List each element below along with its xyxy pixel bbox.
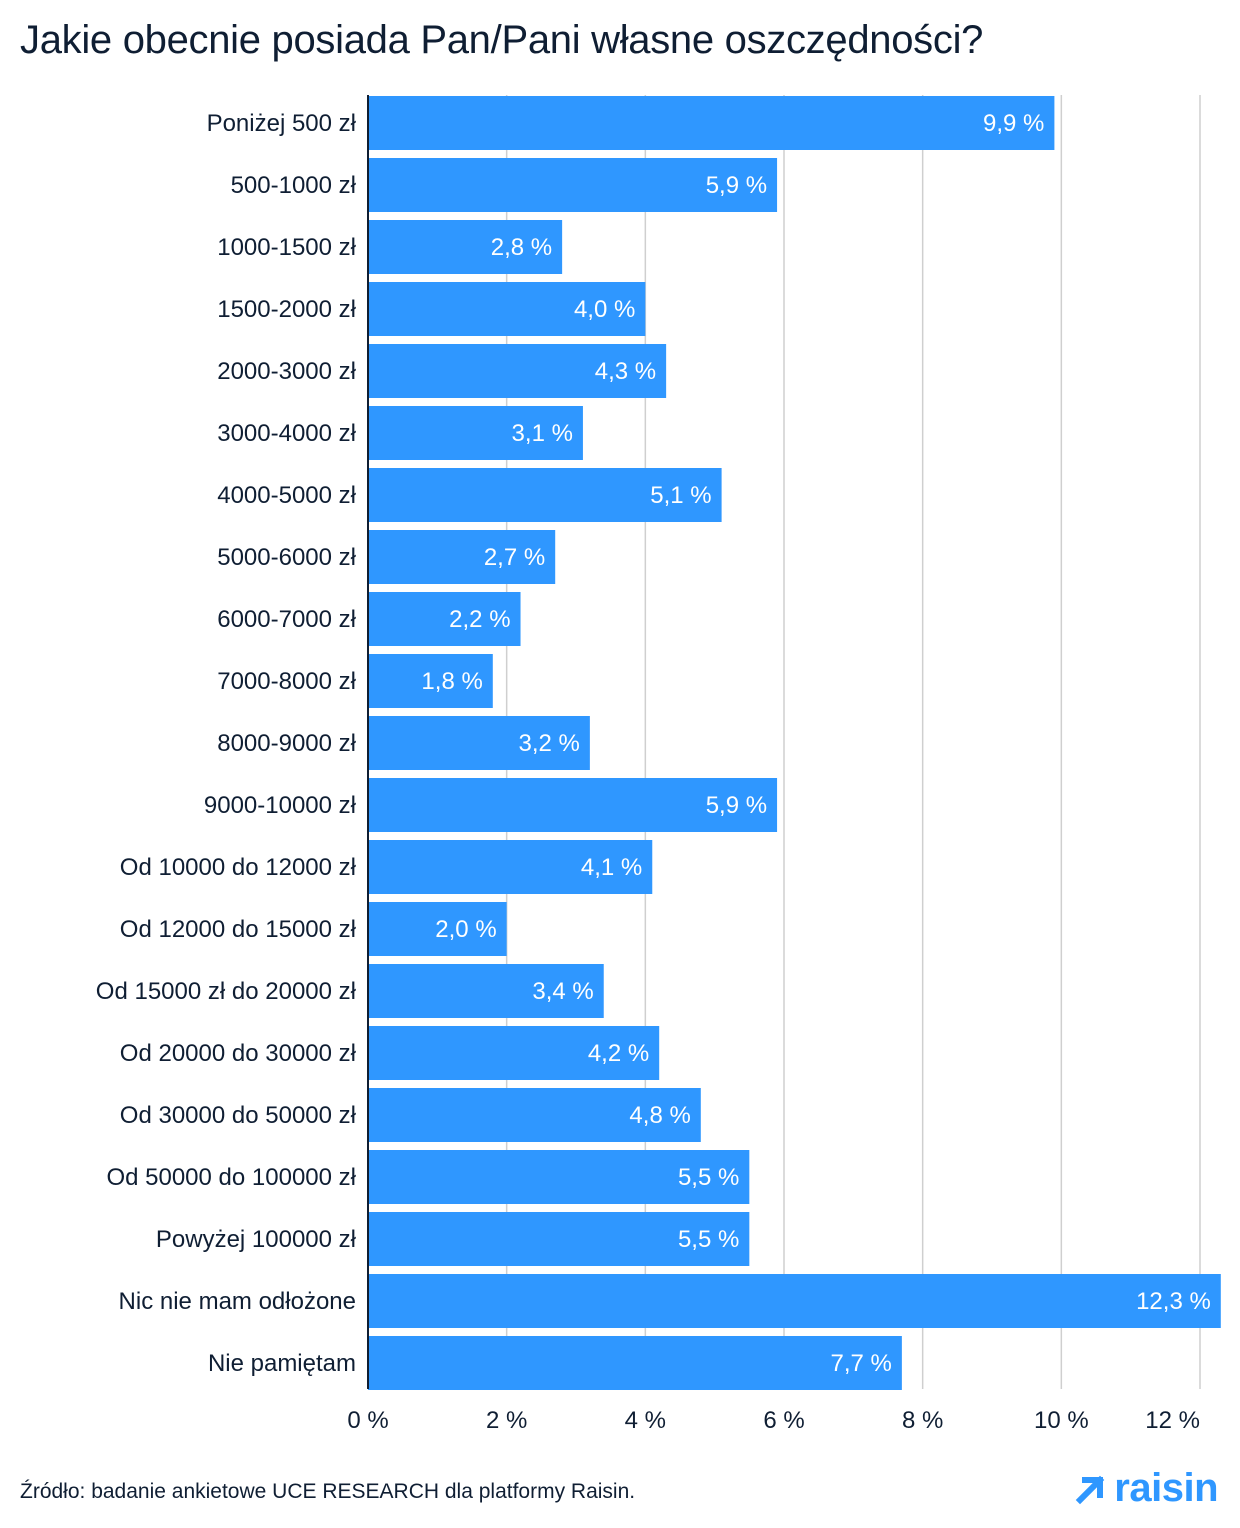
bar xyxy=(368,282,646,336)
bar-value-label: 5,1 % xyxy=(650,482,711,509)
category-label: 9000-10000 zł xyxy=(204,792,357,819)
bar xyxy=(368,468,722,522)
x-tick-label: 4 % xyxy=(625,1407,666,1434)
bar-value-label: 12,3 % xyxy=(1136,1288,1211,1315)
category-label: Nic nie mam odłożone xyxy=(119,1288,356,1315)
bar-value-label: 9,9 % xyxy=(983,110,1044,137)
bar-value-label: 2,0 % xyxy=(435,916,496,943)
bar-value-label: 2,8 % xyxy=(491,234,552,261)
category-label: Od 10000 do 12000 zł xyxy=(120,854,357,881)
arrow-up-right-icon xyxy=(1076,1475,1105,1504)
x-tick-label: 12 % xyxy=(1145,1407,1200,1434)
bar xyxy=(368,1274,1221,1328)
category-label: 6000-7000 zł xyxy=(217,606,356,633)
category-label: 4000-5000 zł xyxy=(217,482,356,509)
category-label: 1500-2000 zł xyxy=(217,296,356,323)
category-label: 8000-9000 zł xyxy=(217,730,356,757)
category-label: Od 50000 do 100000 zł xyxy=(106,1164,356,1191)
bar xyxy=(368,158,778,212)
bar xyxy=(368,902,507,956)
category-label: 1000-1500 zł xyxy=(217,234,356,261)
bar xyxy=(368,96,1055,150)
bar xyxy=(368,840,653,894)
bar xyxy=(368,530,556,584)
bar-value-label: 5,5 % xyxy=(678,1164,739,1191)
bar-value-label: 5,9 % xyxy=(706,172,767,199)
bar xyxy=(368,1026,660,1080)
bar-value-label: 4,1 % xyxy=(581,854,642,881)
category-label: Od 30000 do 50000 zł xyxy=(120,1102,357,1129)
x-tick-label: 8 % xyxy=(902,1407,943,1434)
bar xyxy=(368,964,604,1018)
bar-value-label: 2,2 % xyxy=(449,606,510,633)
category-label: Powyżej 100000 zł xyxy=(156,1226,357,1253)
bar-value-label: 4,3 % xyxy=(595,358,656,385)
category-label: Od 20000 do 30000 zł xyxy=(120,1040,357,1067)
bar xyxy=(368,592,521,646)
brand-logo: raisin xyxy=(1074,1466,1218,1511)
source-note: Źródło: badanie ankietowe UCE RESEARCH d… xyxy=(20,1480,636,1503)
bar-value-label: 4,8 % xyxy=(629,1102,690,1129)
x-tick-label: 6 % xyxy=(763,1407,804,1434)
category-label: Poniżej 500 zł xyxy=(207,110,357,137)
category-label: Od 15000 zł do 20000 zł xyxy=(96,978,357,1005)
bar-value-label: 2,7 % xyxy=(484,544,545,571)
bar-value-label: 3,1 % xyxy=(512,420,573,447)
bar-value-label: 4,2 % xyxy=(588,1040,649,1067)
bar xyxy=(368,1336,902,1390)
x-tick-label: 0 % xyxy=(347,1407,388,1434)
x-tick-label: 10 % xyxy=(1034,1407,1089,1434)
bar xyxy=(368,344,667,398)
category-label: 2000-3000 zł xyxy=(217,358,356,385)
bar-value-label: 3,2 % xyxy=(518,730,579,757)
bar xyxy=(368,716,590,770)
bar xyxy=(368,1150,750,1204)
brand-name: raisin xyxy=(1114,1466,1218,1510)
bar-value-label: 5,5 % xyxy=(678,1226,739,1253)
bar-value-label: 1,8 % xyxy=(421,668,482,695)
bar-chart: 9,9 % Poniżej 500 zł 5,9 % 500-1000 zł 2,8 %… xyxy=(96,95,1221,1434)
category-label: 3000-4000 zł xyxy=(217,420,356,447)
bar xyxy=(368,220,563,274)
bar xyxy=(368,778,778,832)
bar-value-label: 4,0 % xyxy=(574,296,635,323)
bar-value-label: 3,4 % xyxy=(532,978,593,1005)
category-label: Nie pamiętam xyxy=(208,1350,356,1377)
category-label: 7000-8000 zł xyxy=(217,668,356,695)
bar xyxy=(368,406,583,460)
category-label: Od 12000 do 15000 zł xyxy=(120,916,357,943)
bar-value-label: 7,7 % xyxy=(830,1350,891,1377)
category-label: 500-1000 zł xyxy=(231,172,357,199)
category-label: 5000-6000 zł xyxy=(217,544,356,571)
x-tick-label: 2 % xyxy=(486,1407,527,1434)
bar xyxy=(368,1212,750,1266)
bar xyxy=(368,1088,701,1142)
bar xyxy=(368,654,493,708)
chart-title: Jakie obecnie posiada Pan/Pani własne os… xyxy=(20,18,984,62)
bar-value-label: 5,9 % xyxy=(706,792,767,819)
